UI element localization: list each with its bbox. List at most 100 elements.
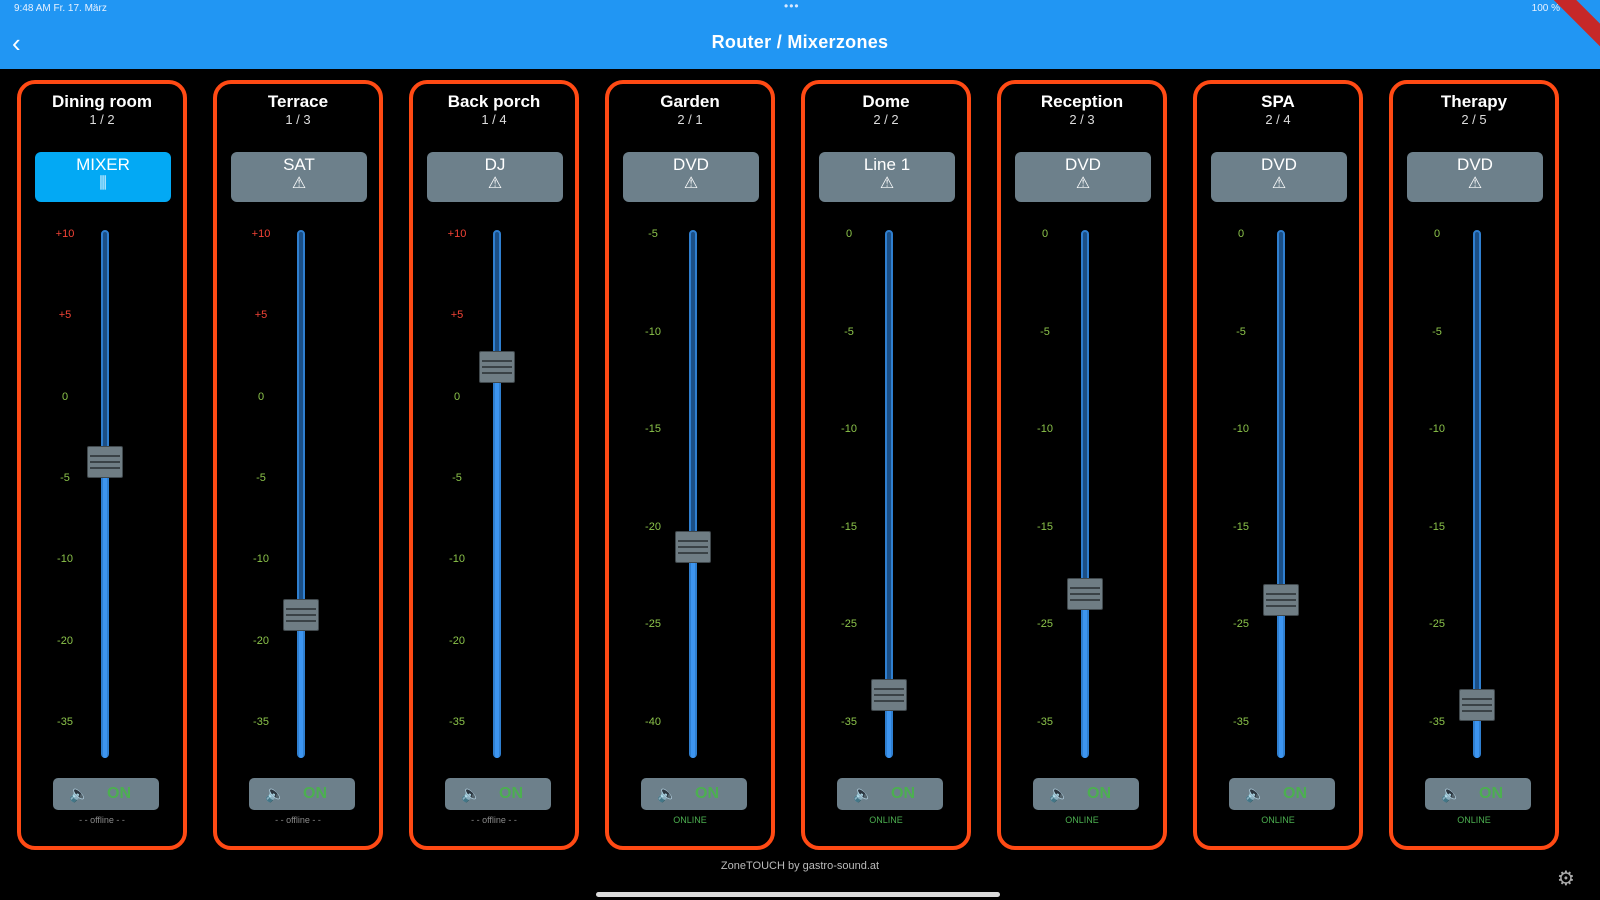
- source-button[interactable]: DVD ⚠: [1211, 152, 1347, 202]
- scale-label: -25: [1233, 618, 1249, 631]
- knob-groove: [482, 366, 512, 369]
- knob-groove: [1266, 598, 1296, 601]
- zone-card: Garden 2 / 1 DVD ⚠ -5 -10 -15 -20 -25 -40 🔈 ON ONLIN…: [605, 80, 775, 850]
- warning-icon: ⚠: [1271, 175, 1287, 192]
- fader-track[interactable]: [1473, 230, 1481, 758]
- knob-groove: [874, 699, 904, 702]
- zone-name: Back porch: [447, 92, 541, 111]
- scale-label: -35: [841, 716, 857, 728]
- fader-knob[interactable]: [675, 530, 711, 563]
- source-label: DVD: [1065, 155, 1101, 174]
- connection-status: - - offline - -: [471, 815, 517, 825]
- zone-name: Dome: [862, 92, 910, 111]
- gear-icon[interactable]: ⚙: [1557, 868, 1575, 890]
- source-button[interactable]: Line 1 ⚠: [819, 152, 955, 202]
- scale-label: -25: [645, 618, 661, 631]
- scale-label: +5: [254, 309, 268, 322]
- fader-knob[interactable]: [87, 446, 123, 479]
- knob-groove: [678, 539, 708, 542]
- zone-number: 2 / 5: [1461, 112, 1487, 127]
- fader-knob[interactable]: [1459, 689, 1495, 722]
- scale-label: -15: [841, 520, 857, 533]
- knob-groove: [286, 614, 316, 617]
- fader-level-fill: [887, 694, 891, 758]
- source-button[interactable]: DJ ⚠: [427, 152, 563, 202]
- zone-name: SPA: [1261, 92, 1295, 111]
- scale-label: -15: [645, 423, 661, 436]
- zone-number: 2 / 4: [1265, 112, 1291, 127]
- scale-label: -5: [256, 472, 266, 484]
- mute-toggle-button[interactable]: 🔈 ON: [1425, 778, 1531, 810]
- scale-label: -5: [1040, 325, 1050, 338]
- mixer-sliders-icon: ⫼: [99, 175, 107, 192]
- mixer-zones: Dining room 1 / 2 MIXER ⫼ +10 +5 0 -5 -10 -20 -35 🔈…: [0, 76, 1600, 852]
- status-bar: 9:48 AM Fr. 17. März ••• 100 %: [0, 0, 1600, 16]
- mute-toggle-button[interactable]: 🔈 ON: [53, 778, 159, 810]
- speaker-icon: 🔈: [461, 786, 481, 803]
- scale-label: -5: [648, 228, 658, 240]
- source-button[interactable]: DVD ⚠: [1015, 152, 1151, 202]
- scale-label: -15: [1429, 520, 1445, 533]
- fader-knob[interactable]: [479, 351, 515, 384]
- scale-label: -35: [449, 716, 465, 728]
- zone-number: 1 / 3: [285, 112, 311, 127]
- zone-number: 2 / 2: [873, 112, 899, 127]
- knob-groove: [482, 372, 512, 375]
- fader-knob[interactable]: [871, 678, 907, 711]
- mute-toggle-button[interactable]: 🔈 ON: [837, 778, 943, 810]
- source-button[interactable]: MIXER ⫼: [35, 152, 171, 202]
- source-button[interactable]: SAT ⚠: [231, 152, 367, 202]
- fader-knob[interactable]: [1067, 578, 1103, 611]
- back-button[interactable]: ‹: [12, 28, 42, 58]
- mute-toggle-button[interactable]: 🔈 ON: [249, 778, 355, 810]
- source-button[interactable]: DVD ⚠: [623, 152, 759, 202]
- knob-groove: [90, 467, 120, 470]
- zone-number: 1 / 2: [89, 112, 115, 127]
- mute-toggle-button[interactable]: 🔈 ON: [1033, 778, 1139, 810]
- scale-label: -15: [1037, 520, 1053, 533]
- warning-icon: ⚠: [487, 175, 503, 192]
- mute-toggle-button[interactable]: 🔈 ON: [1229, 778, 1335, 810]
- zone-number: 2 / 3: [1069, 112, 1095, 127]
- scale-label: +10: [447, 228, 467, 240]
- source-label: DVD: [1261, 155, 1297, 174]
- chevron-left-icon: ‹: [12, 28, 21, 58]
- scale-label: -10: [1233, 423, 1249, 436]
- on-label: ON: [1479, 785, 1503, 802]
- on-label: ON: [499, 785, 523, 802]
- scale-label: 0: [1433, 228, 1441, 240]
- fader-knob[interactable]: [1263, 583, 1299, 616]
- knob-groove: [1462, 710, 1492, 713]
- connection-status: ONLINE: [673, 815, 707, 825]
- fader-level-fill: [299, 615, 303, 758]
- zone-name: Terrace: [267, 92, 329, 111]
- fader-knob[interactable]: [283, 599, 319, 632]
- zone-number: 2 / 1: [677, 112, 703, 127]
- knob-groove: [1070, 587, 1100, 590]
- zone-card: Reception 2 / 3 DVD ⚠ 0 -5 -10 -15 -25 -35 🔈 ON ONLI…: [997, 80, 1167, 850]
- connection-status: ONLINE: [1457, 815, 1491, 825]
- warning-icon: ⚠: [1467, 175, 1483, 192]
- connection-status: ONLINE: [1065, 815, 1099, 825]
- mute-toggle-button[interactable]: 🔈 ON: [641, 778, 747, 810]
- mute-toggle-button[interactable]: 🔈 ON: [445, 778, 551, 810]
- scale-label: -25: [1429, 618, 1445, 631]
- scale-label: -15: [1233, 520, 1249, 533]
- zone-card: Back porch 1 / 4 DJ ⚠ +10 +5 0 -5 -10 -20 -35 🔈 ON - …: [409, 80, 579, 850]
- scale-label: -25: [1037, 618, 1053, 631]
- scale-label: -20: [57, 634, 73, 647]
- connection-status: - - offline - -: [275, 815, 321, 825]
- zone-name: Therapy: [1440, 92, 1508, 111]
- connection-status: ONLINE: [1261, 815, 1295, 825]
- home-indicator[interactable]: [596, 892, 1000, 897]
- scale-label: -35: [253, 716, 269, 728]
- multitask-dots-icon[interactable]: •••: [784, 0, 800, 13]
- scale-label: 0: [453, 390, 461, 403]
- footer-credit: ZoneTOUCH by gastro-sound.at: [720, 860, 880, 872]
- scale-label: -10: [253, 553, 269, 566]
- scale-label: -35: [1037, 716, 1053, 728]
- source-button[interactable]: DVD ⚠: [1407, 152, 1543, 202]
- knob-groove: [90, 455, 120, 458]
- knob-groove: [1462, 704, 1492, 707]
- knob-groove: [286, 620, 316, 623]
